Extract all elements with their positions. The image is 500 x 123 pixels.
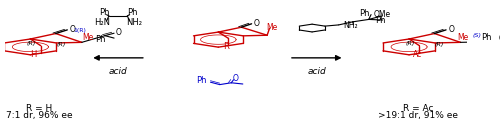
- Text: R: R: [223, 42, 229, 51]
- Text: Ph: Ph: [99, 8, 110, 17]
- Text: R = Ac: R = Ac: [403, 104, 434, 113]
- Text: Ph: Ph: [95, 35, 106, 44]
- Text: O: O: [499, 34, 500, 43]
- Text: acid: acid: [108, 67, 128, 76]
- Text: >19:1 dr, 91% ee: >19:1 dr, 91% ee: [378, 111, 458, 120]
- Text: NH₂: NH₂: [126, 18, 142, 27]
- Text: acid: acid: [308, 67, 326, 76]
- Text: O: O: [254, 19, 259, 28]
- Text: Me: Me: [82, 33, 94, 42]
- Text: Ph: Ph: [359, 9, 370, 18]
- Text: Me: Me: [457, 33, 468, 42]
- Text: Ph: Ph: [480, 33, 491, 42]
- Text: Ph: Ph: [126, 8, 137, 17]
- Text: (R): (R): [435, 42, 444, 47]
- Text: (R): (R): [26, 41, 36, 46]
- Text: O: O: [116, 28, 121, 37]
- Text: O: O: [70, 25, 76, 34]
- Text: R = H: R = H: [26, 104, 52, 113]
- Text: (S): (S): [472, 33, 481, 38]
- Text: 7:1 dr, 96% ee: 7:1 dr, 96% ee: [6, 111, 73, 120]
- Text: Ac: Ac: [412, 50, 422, 59]
- Text: O: O: [448, 25, 454, 34]
- Text: H: H: [30, 50, 37, 59]
- Text: Ph: Ph: [196, 77, 206, 85]
- Text: 1(R): 1(R): [73, 28, 86, 33]
- Text: O: O: [233, 74, 239, 83]
- Text: H₂N: H₂N: [94, 18, 110, 27]
- Text: NH₂: NH₂: [343, 21, 357, 30]
- Text: Me: Me: [266, 23, 278, 32]
- Text: (R): (R): [406, 41, 414, 46]
- Text: (R): (R): [56, 42, 66, 47]
- Text: OMe: OMe: [374, 10, 391, 19]
- Text: Ph: Ph: [375, 16, 386, 25]
